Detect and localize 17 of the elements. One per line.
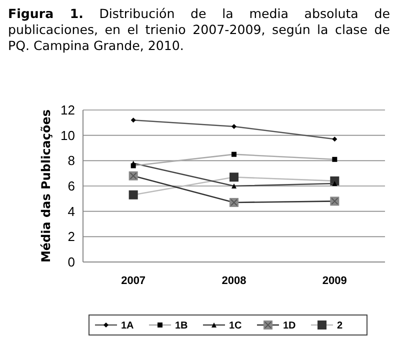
legend-label: 1A	[121, 320, 134, 332]
y-tick-label: 10	[60, 128, 75, 143]
y-tick-label: 6	[68, 178, 75, 194]
y-tick-label: 12	[60, 102, 75, 118]
chart-title: Figura 1. Distribución de la media absoluta de publicaciones, en el trienio 2007-2009, según la clase de PQ. Campina Grande, 2010.	[8, 6, 390, 53]
x-tick-label: 2008	[222, 275, 246, 287]
y-axis-title: Média das Publicações	[39, 109, 53, 263]
y-tick-label: 8	[68, 153, 75, 168]
legend-label: 1C	[229, 320, 242, 332]
y-tick-label: 2	[68, 229, 75, 244]
y-tick-label: 4	[68, 204, 75, 219]
y-tick-label: 0	[68, 254, 75, 270]
x-tick-label: 2009	[322, 275, 347, 287]
legend-label: 1B	[175, 320, 188, 332]
legend-label: 2	[337, 320, 343, 332]
x-tick-label: 2007	[121, 275, 146, 287]
legend-label: 1D	[283, 320, 296, 332]
